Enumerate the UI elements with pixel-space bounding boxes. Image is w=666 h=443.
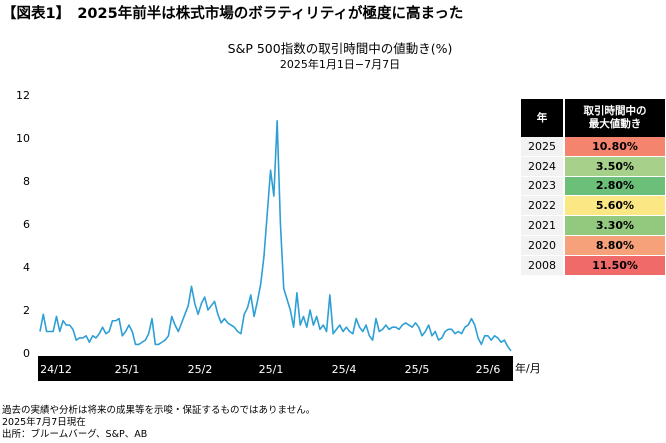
table-value-cell: 5.60% [563, 195, 665, 217]
y-tick-label: 12 [16, 89, 30, 102]
x-axis-band [38, 356, 513, 381]
table-row: 2023 2.80% [521, 176, 665, 197]
header-max-move-line2: 最大値動き [588, 118, 642, 130]
figure-title: 【図表1】 2025年前半は株式市場のボラティリティが極度に高まった [2, 6, 464, 22]
table-header-row: 年 取引時間中の 最大値動き [521, 99, 665, 137]
table-value-cell: 11.50% [563, 255, 665, 276]
header-max-move-line1: 取引時間中の [583, 105, 647, 117]
y-tick-label: 8 [23, 175, 30, 188]
y-tick-label: 6 [23, 218, 30, 231]
table-row: 2024 3.50% [521, 156, 665, 177]
footnotes: 過去の実績や分析は将来の成果等を示唆・保証するものではありません。 2025年7… [2, 405, 315, 441]
footnote-source: 出所：ブルームバーグ、S&P、AB [2, 429, 148, 440]
x-tick-label: 25/5 [405, 363, 430, 376]
table-year-cell: 2020 [521, 235, 564, 256]
y-tick-label: 4 [23, 261, 30, 274]
max-move-table: 年 取引時間中の 最大値動き 2025 10.80% 2024 3.50% 2023 2.… [521, 99, 665, 276]
table-year-cell: 2024 [521, 156, 564, 177]
x-tick-label: 25/1 [259, 363, 284, 376]
y-axis: 0 2 4 6 8 10 12 [16, 89, 30, 360]
x-tick-label: 25/2 [188, 363, 213, 376]
table-row: 2020 8.80% [521, 235, 665, 256]
table-value-cell: 3.50% [563, 156, 665, 177]
table-value-cell: 10.80% [563, 137, 665, 157]
header-year: 年 [521, 99, 564, 137]
table-row: 2022 5.60% [521, 195, 665, 217]
chart-subtitle: 2025年1月1日−7月7日 [279, 58, 401, 71]
header-max-move: 取引時間中の 最大値動き [563, 99, 665, 137]
table-year-cell: 2022 [521, 195, 564, 217]
table-row: 2021 3.30% [521, 215, 665, 236]
x-tick-label: 25/4 [332, 363, 357, 376]
table-year-cell: 2021 [521, 215, 564, 236]
table-year-cell: 2008 [521, 255, 564, 276]
x-axis: 24/12 25/1 25/2 25/1 25/4 25/5 25/6 [40, 363, 500, 376]
table-value-cell: 3.30% [563, 215, 665, 236]
y-tick-label: 2 [23, 304, 30, 317]
x-axis-label: 年/月 [515, 361, 541, 375]
x-tick-label: 25/1 [115, 363, 140, 376]
table-value-cell: 2.80% [563, 176, 665, 197]
y-tick-label: 10 [16, 132, 30, 145]
y-tick-label: 0 [23, 347, 30, 360]
table-year-cell: 2025 [521, 137, 564, 157]
x-tick-label: 25/6 [476, 363, 501, 376]
series-line [39, 120, 512, 352]
table-row: 2008 11.50% [521, 255, 665, 276]
footnote-date: 2025年7月7日現在 [2, 417, 86, 428]
table-value-cell: 8.80% [563, 235, 665, 256]
table-row: 2025 10.80% [521, 137, 665, 157]
footnote-disclaimer: 過去の実績や分析は将来の成果等を示唆・保証するものではありません。 [2, 405, 316, 416]
chart-title: S&P 500指数の取引時間中の値動き(%) [227, 41, 453, 56]
x-tick-label: 24/12 [40, 363, 72, 376]
table-year-cell: 2023 [521, 176, 564, 197]
